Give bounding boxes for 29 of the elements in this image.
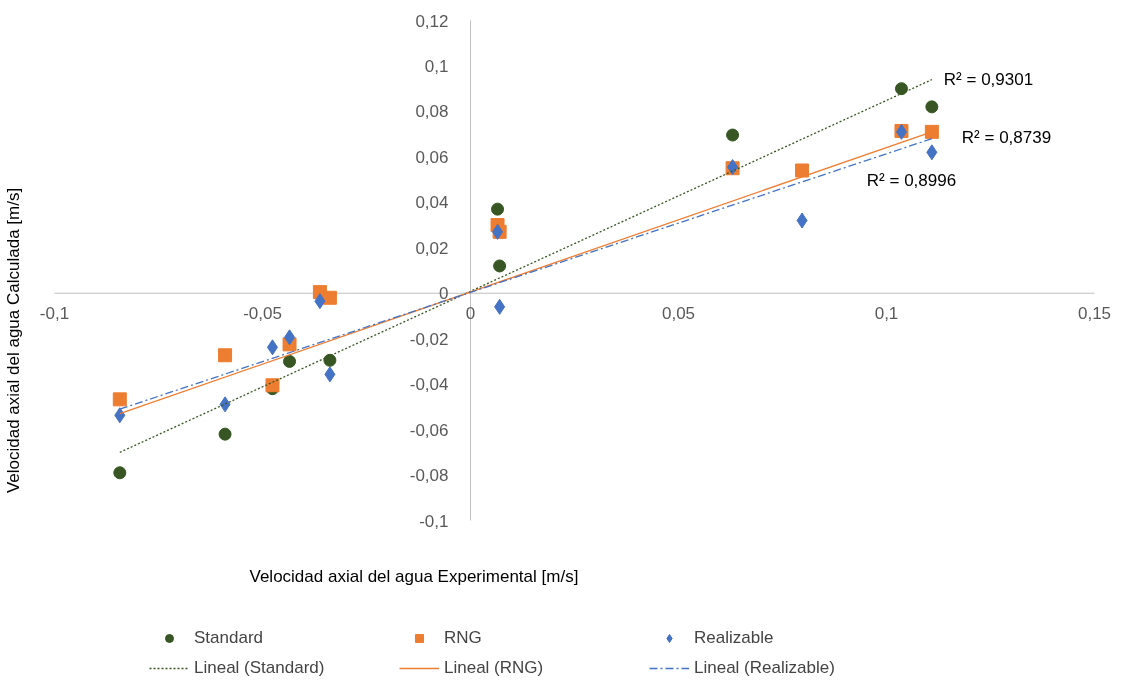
legend-label: Realizable [694, 628, 775, 648]
x-tick-label: 0 [465, 304, 476, 324]
annotation: R² = 0,8996 [866, 171, 957, 191]
x-tick-label: 0,05 [661, 304, 696, 324]
y-tick-label: -0,04 [409, 375, 449, 395]
y-tick-label: -0,1 [419, 511, 449, 531]
legend-label: Lineal (RNG) [444, 658, 545, 678]
x-tick-label: 0,1 [874, 304, 899, 324]
y-tick-label: 0,1 [424, 56, 449, 76]
y-tick-label: 0,04 [415, 193, 449, 213]
y-tick-label: -0,06 [409, 420, 449, 440]
legend-label: Standard [194, 628, 264, 648]
y-tick-label: -0,02 [409, 329, 449, 349]
y-tick-label: 0,08 [415, 102, 449, 122]
legend-label: Lineal (Realizable) [694, 658, 836, 678]
x-tick-label: -0,1 [39, 304, 70, 324]
y-axis-title: Velocidad axial del agua Calculada [m/s] [3, 187, 23, 494]
legend-label: Lineal (Standard) [194, 658, 326, 678]
annotation: R² = 0,8739 [961, 128, 1052, 148]
annotation: R² = 0,9301 [943, 70, 1034, 90]
y-tick-label: 0,06 [415, 147, 449, 167]
x-tick-label: 0,15 [1077, 304, 1112, 324]
y-tick-label: 0,12 [415, 11, 449, 31]
y-tick-label: -0,08 [409, 466, 449, 486]
legend-label: RNG [444, 628, 483, 648]
x-tick-label: -0,05 [243, 304, 282, 324]
x-axis-title: Velocidad axial del agua Experimental [m/s] [249, 567, 579, 586]
y-tick-label: 0,02 [415, 238, 449, 258]
y-tick-label: 0 [439, 284, 449, 304]
